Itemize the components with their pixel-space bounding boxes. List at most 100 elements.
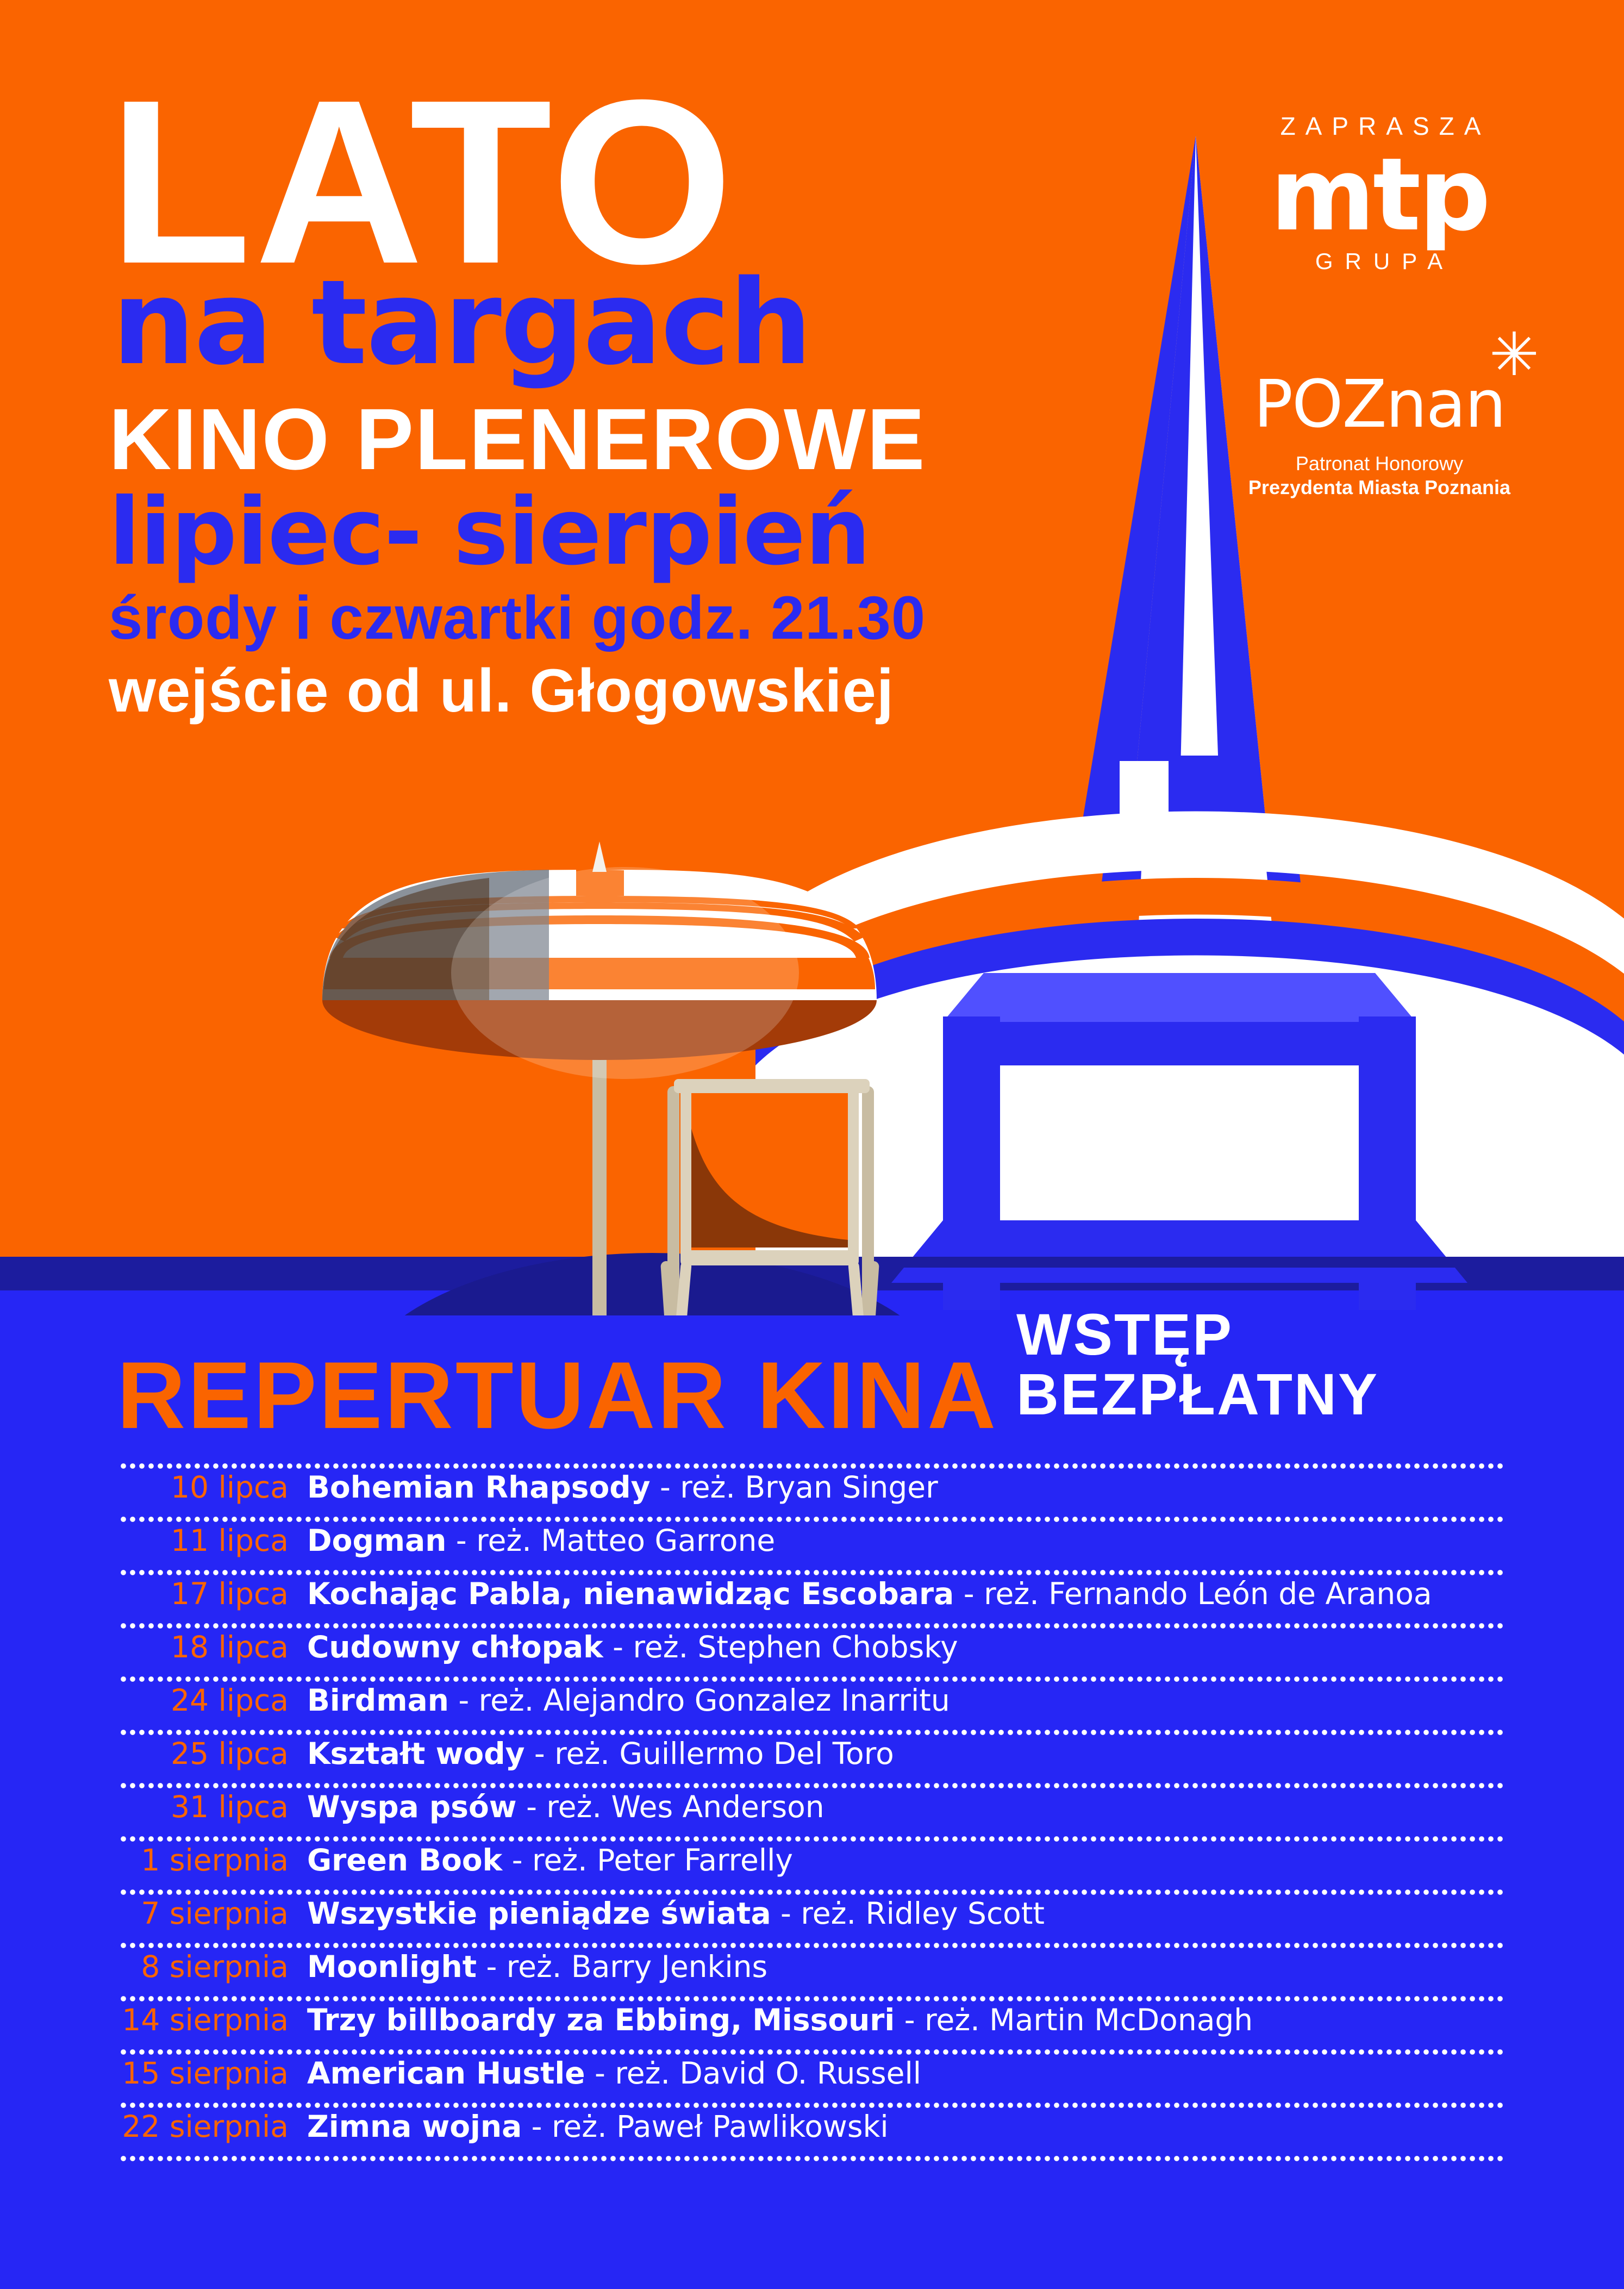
film-director: - reż. Martin McDonagh bbox=[895, 2003, 1253, 2037]
film-date: 18 lipca bbox=[171, 1630, 289, 1664]
film-date: 11 lipca bbox=[171, 1523, 289, 1558]
film-entry: Zimna wojna - reż. Paweł Pawlikowski bbox=[307, 2109, 889, 2144]
film-date: 17 lipca bbox=[171, 1576, 289, 1611]
film-date: 10 lipca bbox=[171, 1470, 289, 1505]
film-title: Bohemian Rhapsody bbox=[307, 1470, 651, 1505]
film-date: 31 lipca bbox=[171, 1789, 289, 1824]
film-director: - reż. Ridley Scott bbox=[771, 1896, 1045, 1931]
film-entry: Dogman - reż. Matteo Garrone bbox=[307, 1523, 775, 1558]
film-director: - reż. Paweł Pawlikowski bbox=[522, 2109, 889, 2144]
mtp-logo: mtp bbox=[1270, 136, 1491, 253]
poznan-logo-wrap: ✳ POZnan Patronat Honorowy Prezydenta Mi… bbox=[1216, 325, 1542, 500]
film-date: 22 sierpnia bbox=[122, 2109, 289, 2144]
film-row: 18 lipca Cudowny chłopak - reż. Stephen C… bbox=[120, 1630, 1506, 1675]
row-separator bbox=[120, 1942, 1506, 1949]
subtitle-entrance: wejście od ul. Głogowskiej bbox=[109, 657, 895, 725]
poznan-logo: POZnan bbox=[1253, 367, 1507, 442]
film-row: 24 lipca Birdman - reż. Alejandro Gonzale… bbox=[120, 1683, 1506, 1729]
film-director: - reż. Stephen Chobsky bbox=[603, 1630, 958, 1664]
film-title: Wszystkie pieniądze świata bbox=[307, 1896, 771, 1931]
film-director: - reż. Wes Anderson bbox=[516, 1789, 825, 1824]
film-title: Trzy billboardy za Ebbing, Missouri bbox=[307, 2003, 895, 2037]
film-entry: Bohemian Rhapsody - reż. Bryan Singer bbox=[307, 1470, 938, 1505]
film-title: Moonlight bbox=[307, 1949, 477, 1984]
zaprasza-label: ZAPRASZA bbox=[1280, 112, 1491, 140]
film-entry: Birdman - reż. Alejandro Gonzalez Inarri… bbox=[307, 1683, 950, 1718]
film-director: - reż. Bryan Singer bbox=[650, 1470, 938, 1505]
film-date: 8 sierpnia bbox=[141, 1949, 289, 1984]
film-row: 25 lipca Kształt wody - reż. Guillermo De… bbox=[120, 1736, 1506, 1782]
film-director: - reż. Matteo Garrone bbox=[446, 1523, 776, 1558]
film-title: Cudowny chłopak bbox=[307, 1630, 603, 1664]
subtitle-days-time: środy i czwartki godz. 21.30 bbox=[109, 584, 926, 652]
film-entry: Wyspa psów - reż. Wes Anderson bbox=[307, 1789, 825, 1824]
film-row: 31 lipca Wyspa psów - reż. Wes Anderson bbox=[120, 1789, 1506, 1835]
film-date: 1 sierpnia bbox=[141, 1843, 289, 1878]
patronage-text: Patronat Honorowy Prezydenta Miasta Pozn… bbox=[1216, 452, 1542, 500]
subtitle-months: lipiec- sierpień bbox=[109, 478, 871, 586]
film-entry: American Hustle - reż. David O. Russell bbox=[307, 2056, 921, 2091]
row-separator bbox=[120, 1515, 1506, 1523]
film-row: 10 lipca Bohemian Rhapsody - reż. Bryan S… bbox=[120, 1470, 1506, 1515]
film-director: - reż. Peter Farrelly bbox=[502, 1843, 793, 1878]
row-separator bbox=[120, 1622, 1506, 1630]
row-separator bbox=[120, 1835, 1506, 1843]
subtitle-kino-plenerowe: KINO PLENEROWE bbox=[109, 390, 926, 488]
headline-block: LATO na targach KINO PLENEROWE lipiec- s… bbox=[109, 65, 1098, 725]
row-separator bbox=[120, 2101, 1506, 2109]
film-entry: Green Book - reż. Peter Farrelly bbox=[307, 1843, 793, 1878]
film-title: Dogman bbox=[307, 1523, 447, 1558]
film-row: 8 sierpnia Moonlight - reż. Barry Jenkins bbox=[120, 1949, 1506, 1995]
row-separator bbox=[120, 1675, 1506, 1683]
film-title: Green Book bbox=[307, 1843, 503, 1878]
film-date: 24 lipca bbox=[171, 1683, 289, 1718]
film-row: 1 sierpnia Green Book - reż. Peter Farrel… bbox=[120, 1843, 1506, 1888]
row-separator bbox=[120, 1462, 1506, 1470]
row-separator bbox=[120, 1569, 1506, 1576]
grupa-label: GRUPA bbox=[1315, 248, 1455, 274]
film-director: - reż. Fernando León de Aranoa bbox=[954, 1576, 1432, 1611]
film-row: 22 sierpnia Zimna wojna - reż. Paweł Pawl… bbox=[120, 2109, 1506, 2155]
film-row: 14 sierpnia Trzy billboardy za Ebbing, Mi… bbox=[120, 2003, 1506, 2048]
film-entry: Wszystkie pieniądze świata - reż. Ridley… bbox=[307, 1896, 1045, 1931]
row-separator bbox=[120, 2048, 1506, 2056]
film-entry: Kochając Pabla, nienawidząc Escobara - r… bbox=[307, 1576, 1432, 1611]
film-title: Birdman bbox=[307, 1683, 449, 1718]
logo-block: ZAPRASZA mtp GRUPA ✳ POZnan Patronat Hon… bbox=[1216, 111, 1542, 500]
film-title: Wyspa psów bbox=[307, 1789, 517, 1824]
row-separator bbox=[120, 1782, 1506, 1789]
row-separator bbox=[120, 1888, 1506, 1896]
film-title: Kształt wody bbox=[307, 1736, 525, 1771]
film-date: 7 sierpnia bbox=[141, 1896, 289, 1931]
film-schedule-list: 10 lipca Bohemian Rhapsody - reż. Bryan S… bbox=[120, 1462, 1506, 2162]
background-band-blue bbox=[0, 1290, 1624, 2289]
film-date: 15 sierpnia bbox=[122, 2056, 289, 2091]
row-separator bbox=[120, 1729, 1506, 1736]
film-entry: Moonlight - reż. Barry Jenkins bbox=[307, 1949, 767, 1984]
patronage-line2: Prezydenta Miasta Poznania bbox=[1248, 476, 1511, 498]
film-director: - reż. Alejandro Gonzalez Inarritu bbox=[448, 1683, 950, 1718]
subtitle-na-targach: na targach bbox=[112, 254, 812, 391]
repertoire-title: REPERTUAR KINA bbox=[117, 1343, 998, 1449]
film-date: 25 lipca bbox=[171, 1736, 289, 1771]
patronage-line1: Patronat Honorowy bbox=[1295, 452, 1464, 475]
film-entry: Trzy billboardy za Ebbing, Missouri - re… bbox=[307, 2003, 1253, 2037]
film-director: - reż. Barry Jenkins bbox=[476, 1949, 768, 1984]
film-title: American Hustle bbox=[307, 2056, 585, 2091]
asterisk-icon: ✳ bbox=[1489, 321, 1539, 388]
film-director: - reż. Guillermo Del Toro bbox=[524, 1736, 894, 1771]
film-director: - reż. David O. Russell bbox=[585, 2056, 922, 2091]
film-date: 14 sierpnia bbox=[122, 2003, 289, 2037]
film-row: 17 lipca Kochając Pabla, nienawidząc Esco… bbox=[120, 1576, 1506, 1622]
film-entry: Kształt wody - reż. Guillermo Del Toro bbox=[307, 1736, 894, 1771]
row-separator bbox=[120, 1995, 1506, 2003]
film-entry: Cudowny chłopak - reż. Stephen Chobsky bbox=[307, 1630, 958, 1664]
film-row: 15 sierpnia American Hustle - reż. David … bbox=[120, 2056, 1506, 2101]
row-separator bbox=[120, 2155, 1506, 2162]
film-title: Kochając Pabla, nienawidząc Escobara bbox=[307, 1576, 954, 1611]
film-row: 7 sierpnia Wszystkie pieniądze świata - r… bbox=[120, 1896, 1506, 1942]
free-entry-label: WSTĘP BEZPŁATNY bbox=[1016, 1301, 1379, 1427]
beach-fair-illustration bbox=[322, 136, 1624, 1315]
film-title: Zimna wojna bbox=[307, 2109, 522, 2144]
